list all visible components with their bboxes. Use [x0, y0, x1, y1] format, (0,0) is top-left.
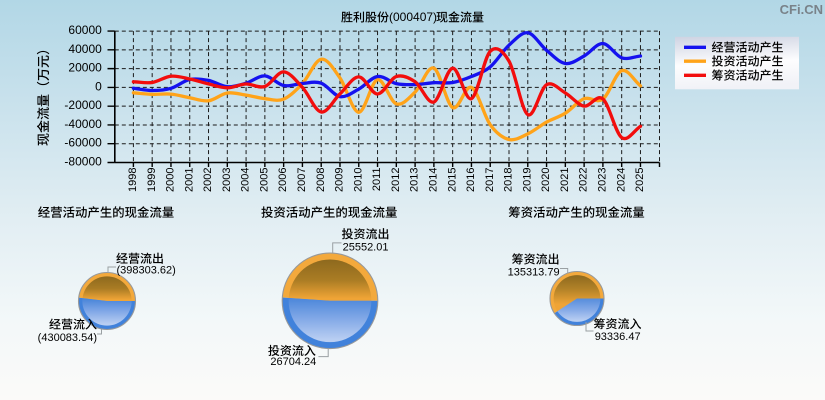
svg-text:(000407): (000407)	[389, 10, 437, 24]
svg-text:2019: 2019	[521, 168, 533, 192]
svg-text:2005: 2005	[258, 168, 270, 192]
svg-text:0: 0	[95, 79, 102, 93]
svg-text:2003: 2003	[221, 168, 233, 192]
svg-text:20000: 20000	[68, 61, 102, 75]
svg-text:2024: 2024	[615, 168, 627, 192]
svg-text:2022: 2022	[578, 168, 590, 192]
svg-text:93336.47: 93336.47	[595, 331, 641, 343]
svg-text:2007: 2007	[296, 168, 308, 192]
svg-text:2025: 2025	[634, 168, 646, 192]
svg-text:CFi.CN: CFi.CN	[780, 2, 823, 17]
svg-text:2015: 2015	[446, 168, 458, 192]
svg-text:-60000: -60000	[64, 136, 102, 150]
svg-text:-40000: -40000	[64, 117, 102, 131]
svg-text:2009: 2009	[334, 168, 346, 192]
svg-text:-20000: -20000	[64, 98, 102, 112]
svg-text:2018: 2018	[503, 167, 515, 191]
svg-text:2006: 2006	[277, 168, 289, 192]
svg-text:135313.79: 135313.79	[508, 267, 560, 279]
svg-text:40000: 40000	[68, 42, 102, 56]
svg-text:2016: 2016	[465, 168, 477, 192]
svg-text:26704.24: 26704.24	[270, 356, 316, 368]
svg-text:60000: 60000	[68, 23, 102, 37]
svg-text:2013: 2013	[409, 168, 421, 192]
svg-text:2002: 2002	[202, 168, 214, 192]
svg-text:2008: 2008	[315, 168, 327, 192]
svg-text:2004: 2004	[240, 168, 252, 192]
svg-text:2010: 2010	[352, 168, 364, 192]
svg-text:2001: 2001	[183, 168, 195, 192]
svg-text:1998: 1998	[127, 168, 139, 192]
svg-text:2011: 2011	[371, 168, 383, 192]
svg-text:(430083.54): (430083.54)	[38, 332, 97, 344]
svg-text:2000: 2000	[165, 168, 177, 192]
svg-text:(398303.62): (398303.62)	[117, 264, 176, 276]
svg-text:25552.01: 25552.01	[343, 241, 389, 253]
svg-text:2021: 2021	[559, 168, 571, 192]
svg-text:-80000: -80000	[64, 154, 102, 168]
svg-text:2012: 2012	[390, 168, 402, 192]
svg-text:2020: 2020	[540, 168, 552, 192]
svg-text:2014: 2014	[427, 168, 439, 192]
svg-text:1999: 1999	[146, 168, 158, 192]
svg-text:2023: 2023	[597, 168, 609, 192]
svg-text:2017: 2017	[484, 168, 496, 192]
